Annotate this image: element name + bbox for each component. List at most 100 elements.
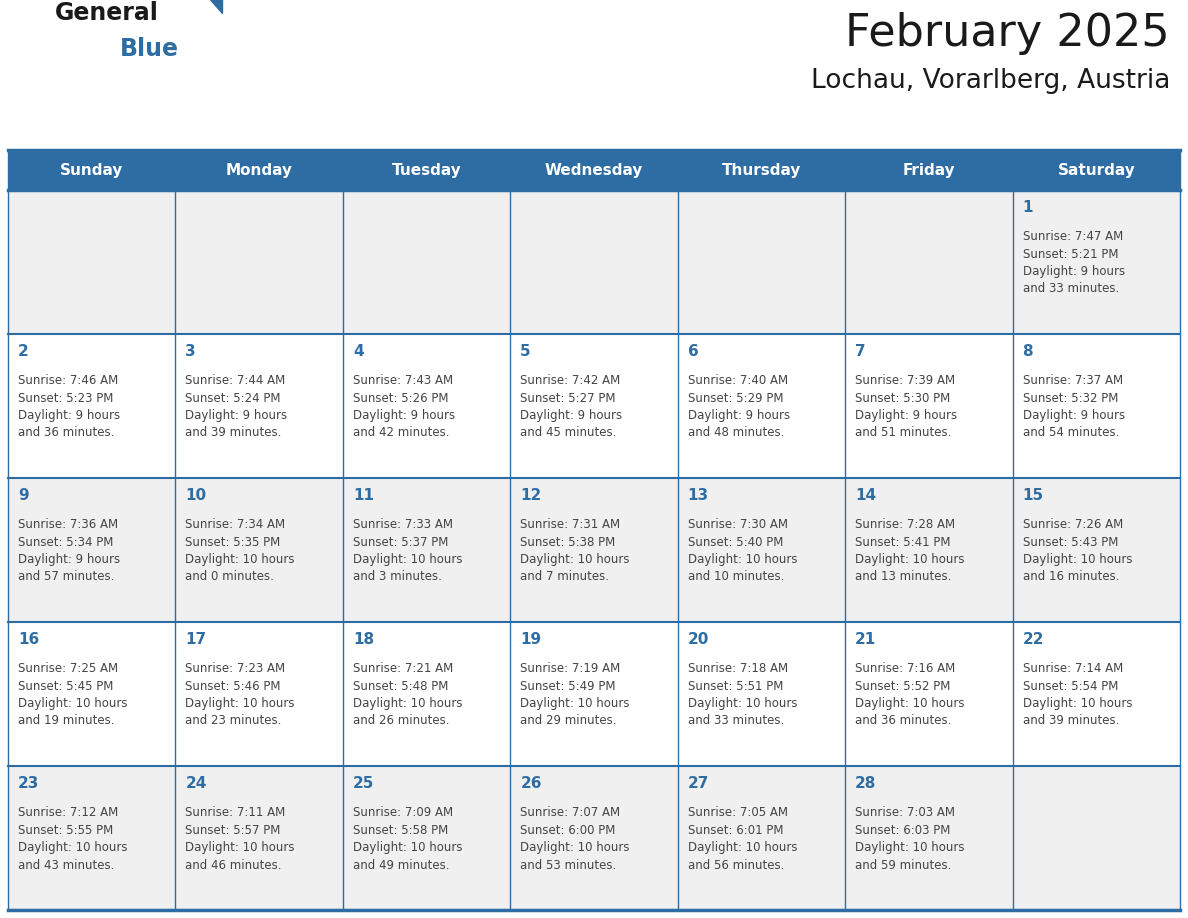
Text: Daylight: 10 hours: Daylight: 10 hours xyxy=(855,553,965,566)
Bar xyxy=(677,622,845,766)
Bar xyxy=(176,334,343,478)
Text: Sunrise: 7:09 AM: Sunrise: 7:09 AM xyxy=(353,806,453,819)
Bar xyxy=(845,766,1012,910)
Bar xyxy=(176,150,343,190)
Text: Sunset: 5:26 PM: Sunset: 5:26 PM xyxy=(353,391,448,405)
Text: Daylight: 10 hours: Daylight: 10 hours xyxy=(353,553,462,566)
Bar xyxy=(677,150,845,190)
Text: Sunrise: 7:16 AM: Sunrise: 7:16 AM xyxy=(855,662,955,675)
Text: Sunset: 5:46 PM: Sunset: 5:46 PM xyxy=(185,679,280,692)
Text: and 33 minutes.: and 33 minutes. xyxy=(1023,283,1119,296)
Text: and 3 minutes.: and 3 minutes. xyxy=(353,570,442,584)
Text: and 56 minutes.: and 56 minutes. xyxy=(688,858,784,871)
Bar xyxy=(677,190,845,334)
Text: Daylight: 10 hours: Daylight: 10 hours xyxy=(185,697,295,710)
Bar xyxy=(343,334,511,478)
Text: Sunrise: 7:37 AM: Sunrise: 7:37 AM xyxy=(1023,374,1123,387)
Text: Sunrise: 7:47 AM: Sunrise: 7:47 AM xyxy=(1023,230,1123,243)
Text: Sunrise: 7:25 AM: Sunrise: 7:25 AM xyxy=(18,662,118,675)
Text: and 46 minutes.: and 46 minutes. xyxy=(185,858,282,871)
Text: Sunset: 5:34 PM: Sunset: 5:34 PM xyxy=(18,535,113,548)
Text: Daylight: 10 hours: Daylight: 10 hours xyxy=(688,553,797,566)
Text: Daylight: 9 hours: Daylight: 9 hours xyxy=(520,409,623,422)
Text: Sunset: 5:38 PM: Sunset: 5:38 PM xyxy=(520,535,615,548)
Bar xyxy=(176,766,343,910)
Text: 21: 21 xyxy=(855,632,877,647)
Text: 25: 25 xyxy=(353,776,374,791)
Text: and 54 minutes.: and 54 minutes. xyxy=(1023,427,1119,440)
Text: Sunrise: 7:14 AM: Sunrise: 7:14 AM xyxy=(1023,662,1123,675)
Bar xyxy=(511,766,677,910)
Text: 12: 12 xyxy=(520,488,542,503)
Text: and 0 minutes.: and 0 minutes. xyxy=(185,570,274,584)
Text: Saturday: Saturday xyxy=(1057,162,1136,177)
Text: and 26 minutes.: and 26 minutes. xyxy=(353,714,449,727)
Text: and 49 minutes.: and 49 minutes. xyxy=(353,858,449,871)
Text: Daylight: 9 hours: Daylight: 9 hours xyxy=(18,553,120,566)
Text: Sunrise: 7:18 AM: Sunrise: 7:18 AM xyxy=(688,662,788,675)
Text: 2: 2 xyxy=(18,344,29,359)
Text: Sunset: 5:32 PM: Sunset: 5:32 PM xyxy=(1023,391,1118,405)
Text: Daylight: 10 hours: Daylight: 10 hours xyxy=(520,841,630,854)
Text: Daylight: 9 hours: Daylight: 9 hours xyxy=(353,409,455,422)
Text: February 2025: February 2025 xyxy=(846,12,1170,55)
Text: Sunrise: 7:03 AM: Sunrise: 7:03 AM xyxy=(855,806,955,819)
Text: Daylight: 10 hours: Daylight: 10 hours xyxy=(855,841,965,854)
Text: Sunrise: 7:28 AM: Sunrise: 7:28 AM xyxy=(855,518,955,531)
Text: Sunset: 5:29 PM: Sunset: 5:29 PM xyxy=(688,391,783,405)
Text: 3: 3 xyxy=(185,344,196,359)
Text: 15: 15 xyxy=(1023,488,1044,503)
Text: Sunset: 5:49 PM: Sunset: 5:49 PM xyxy=(520,679,615,692)
Text: 10: 10 xyxy=(185,488,207,503)
Text: and 42 minutes.: and 42 minutes. xyxy=(353,427,449,440)
Text: Thursday: Thursday xyxy=(722,162,801,177)
Text: Daylight: 9 hours: Daylight: 9 hours xyxy=(855,409,958,422)
Bar xyxy=(677,766,845,910)
Text: Sunrise: 7:42 AM: Sunrise: 7:42 AM xyxy=(520,374,620,387)
Bar xyxy=(677,478,845,622)
Text: Sunset: 5:27 PM: Sunset: 5:27 PM xyxy=(520,391,615,405)
Bar xyxy=(845,150,1012,190)
Text: and 53 minutes.: and 53 minutes. xyxy=(520,858,617,871)
Text: Sunrise: 7:36 AM: Sunrise: 7:36 AM xyxy=(18,518,118,531)
Text: and 36 minutes.: and 36 minutes. xyxy=(18,427,114,440)
Text: Sunset: 5:54 PM: Sunset: 5:54 PM xyxy=(1023,679,1118,692)
Text: Daylight: 9 hours: Daylight: 9 hours xyxy=(185,409,287,422)
Text: Daylight: 9 hours: Daylight: 9 hours xyxy=(688,409,790,422)
Bar xyxy=(511,150,677,190)
Text: 8: 8 xyxy=(1023,344,1034,359)
Text: 22: 22 xyxy=(1023,632,1044,647)
Text: Sunset: 5:58 PM: Sunset: 5:58 PM xyxy=(353,823,448,836)
Text: 13: 13 xyxy=(688,488,709,503)
Text: Daylight: 10 hours: Daylight: 10 hours xyxy=(18,697,127,710)
Text: and 57 minutes.: and 57 minutes. xyxy=(18,570,114,584)
Text: 1: 1 xyxy=(1023,200,1034,215)
Text: Sunrise: 7:11 AM: Sunrise: 7:11 AM xyxy=(185,806,285,819)
Text: Sunset: 5:35 PM: Sunset: 5:35 PM xyxy=(185,535,280,548)
Text: Monday: Monday xyxy=(226,162,292,177)
Bar xyxy=(845,334,1012,478)
Bar xyxy=(343,766,511,910)
Bar xyxy=(1012,150,1180,190)
Bar xyxy=(8,478,176,622)
Text: and 19 minutes.: and 19 minutes. xyxy=(18,714,114,727)
Bar xyxy=(176,478,343,622)
Bar xyxy=(343,190,511,334)
Text: Sunset: 5:57 PM: Sunset: 5:57 PM xyxy=(185,823,280,836)
Text: Sunset: 5:51 PM: Sunset: 5:51 PM xyxy=(688,679,783,692)
Bar xyxy=(8,766,176,910)
Text: Sunrise: 7:07 AM: Sunrise: 7:07 AM xyxy=(520,806,620,819)
Bar xyxy=(1012,190,1180,334)
Text: and 23 minutes.: and 23 minutes. xyxy=(185,714,282,727)
Text: 9: 9 xyxy=(18,488,29,503)
Bar xyxy=(343,622,511,766)
Text: Daylight: 10 hours: Daylight: 10 hours xyxy=(855,697,965,710)
Bar xyxy=(1012,766,1180,910)
Bar xyxy=(845,190,1012,334)
Text: Sunset: 5:40 PM: Sunset: 5:40 PM xyxy=(688,535,783,548)
Polygon shape xyxy=(187,0,222,13)
Text: 23: 23 xyxy=(18,776,39,791)
Text: Sunrise: 7:44 AM: Sunrise: 7:44 AM xyxy=(185,374,285,387)
Text: Sunset: 6:01 PM: Sunset: 6:01 PM xyxy=(688,823,783,836)
Text: Sunset: 5:37 PM: Sunset: 5:37 PM xyxy=(353,535,448,548)
